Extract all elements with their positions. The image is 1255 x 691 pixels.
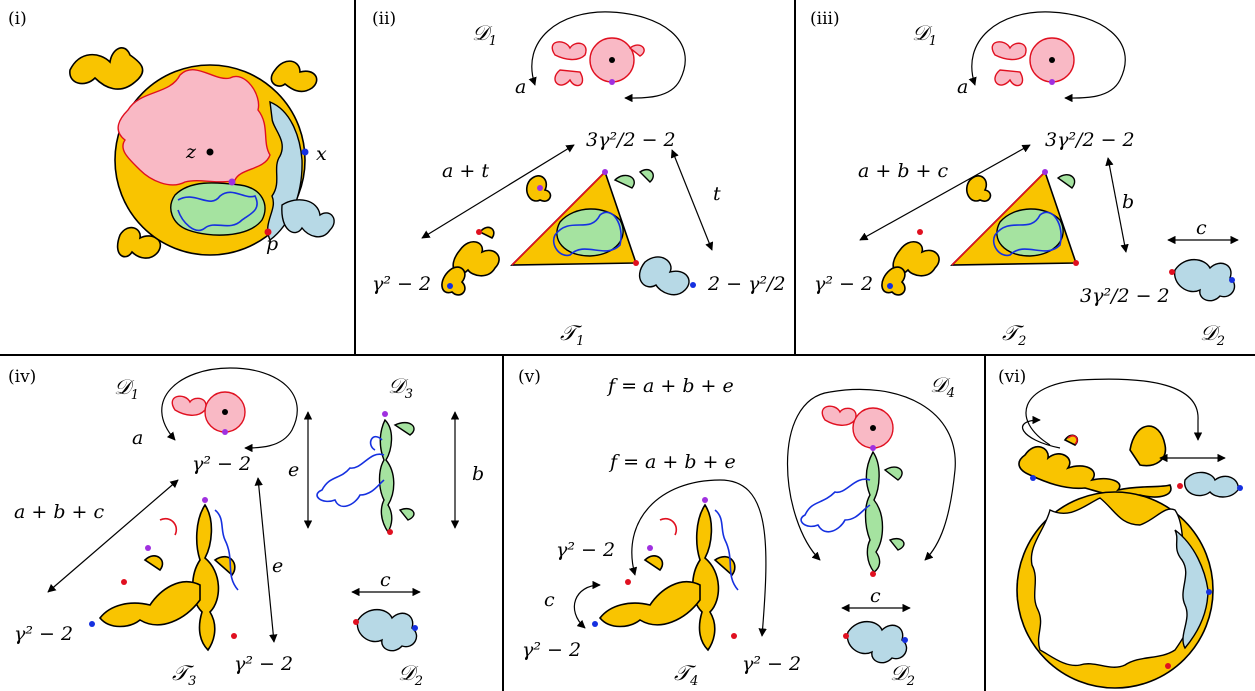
blue-cluster-D2	[1169, 258, 1236, 302]
label-D2-v: 𝒟2	[890, 661, 915, 689]
point-p	[264, 228, 272, 236]
label-t: t	[713, 183, 721, 205]
label-left: γ² − 2	[372, 273, 431, 295]
panel-vi-tag: (vi)	[998, 367, 1026, 387]
label-top: 3γ²/2 − 2	[586, 129, 676, 151]
tree-D4	[800, 405, 905, 577]
arrow-t	[670, 149, 714, 251]
label-abc-iii: a + b + c	[858, 160, 948, 182]
pink-disk-D1-iii	[991, 37, 1075, 87]
label-bottom-iii: 3γ²/2 − 2	[1080, 285, 1170, 307]
label-b-iv: b	[472, 463, 484, 485]
pink-disk-D1	[551, 37, 645, 87]
label-D4: 𝒟4	[930, 373, 955, 401]
label-a: a	[515, 76, 526, 98]
panel-vi: (vi)	[998, 367, 1243, 689]
panel-iii-tag: (iii)	[810, 9, 840, 29]
label-top-iii: 3γ²/2 − 2	[1045, 129, 1135, 151]
label-D2-iv: 𝒟2	[398, 661, 423, 689]
label-D2-iii: 𝒟2	[1200, 321, 1225, 349]
label-c2-v: c	[870, 585, 881, 607]
label-p: p	[266, 233, 278, 255]
point-x	[301, 148, 309, 156]
panel-ii-tag: (ii)	[372, 9, 396, 29]
label-right-iv: γ² − 2	[234, 653, 293, 675]
label-c-iv: c	[380, 569, 391, 591]
tree-T4	[592, 497, 739, 652]
label-T3: 𝒯3	[172, 661, 196, 689]
label-left-bot-v: γ² − 2	[522, 639, 581, 661]
label-abc-iv: a + b + c	[14, 501, 104, 523]
tree-D3	[316, 411, 415, 535]
label-right-v: γ² − 2	[742, 653, 801, 675]
label-c1-v: c	[544, 589, 555, 611]
label-left-top-v: γ² − 2	[556, 539, 615, 561]
label-D1-iii: 𝒟1	[912, 21, 937, 49]
label-T2: 𝒯2	[1002, 321, 1026, 349]
label-z: z	[185, 141, 197, 163]
panel-v-tag: (v)	[518, 367, 541, 387]
label-left-iii: γ² − 2	[814, 273, 873, 295]
tree-T3	[89, 497, 239, 652]
label-T1: 𝒯1	[560, 321, 584, 349]
green-region	[170, 182, 266, 236]
label-x: x	[316, 143, 327, 165]
point-z	[206, 148, 214, 156]
label-D1-iv: 𝒟1	[114, 375, 139, 403]
blob-cluster-right	[613, 168, 690, 296]
label-a-plus-t: a + t	[442, 160, 489, 182]
panel-iii: (iii) 𝒟1 a 3γ²/2 − 2 a + b + c b γ² − 2 …	[810, 9, 1239, 349]
panel-i-tag: (i)	[8, 9, 27, 29]
panel-iv-tag: (iv)	[8, 367, 36, 387]
label-e2: e	[272, 555, 283, 577]
label-right: 2 − γ²/2	[707, 273, 786, 295]
blob-cluster-left	[441, 175, 552, 296]
pink-region	[117, 69, 271, 186]
label-top-iv: γ² − 2	[192, 453, 251, 475]
panel-iv: (iv) 𝒟1 a γ² − 2 𝒟3 e b a + b + c e	[8, 367, 484, 689]
arrow-a-plus-t	[421, 144, 575, 239]
purple-point	[228, 178, 236, 186]
yellow-bubbles	[69, 47, 318, 259]
label-D3: 𝒟3	[388, 374, 413, 402]
label-b-iii: b	[1122, 191, 1134, 213]
label-D1: 𝒟1	[472, 21, 497, 49]
label-f2: f = a + b + e	[608, 451, 736, 473]
label-a-iii: a	[957, 76, 968, 98]
loop-arrow-a	[528, 11, 686, 103]
label-c-iii: c	[1196, 217, 1207, 239]
label-e1: e	[288, 459, 299, 481]
label-a-iv: a	[132, 427, 143, 449]
panel-ii: (ii) 𝒟1 a 3γ²/2 − 2 a + t t	[372, 9, 786, 349]
label-f1: f = a + b + e	[606, 375, 734, 397]
panel-v: (v) f = a + b + e 𝒟4 f = a + b + e	[518, 367, 956, 689]
panel-i: (i) z x p	[8, 9, 335, 259]
label-left-iv: γ² − 2	[14, 623, 73, 645]
chain-vi	[1018, 425, 1243, 498]
label-T4: 𝒯4	[674, 661, 698, 689]
